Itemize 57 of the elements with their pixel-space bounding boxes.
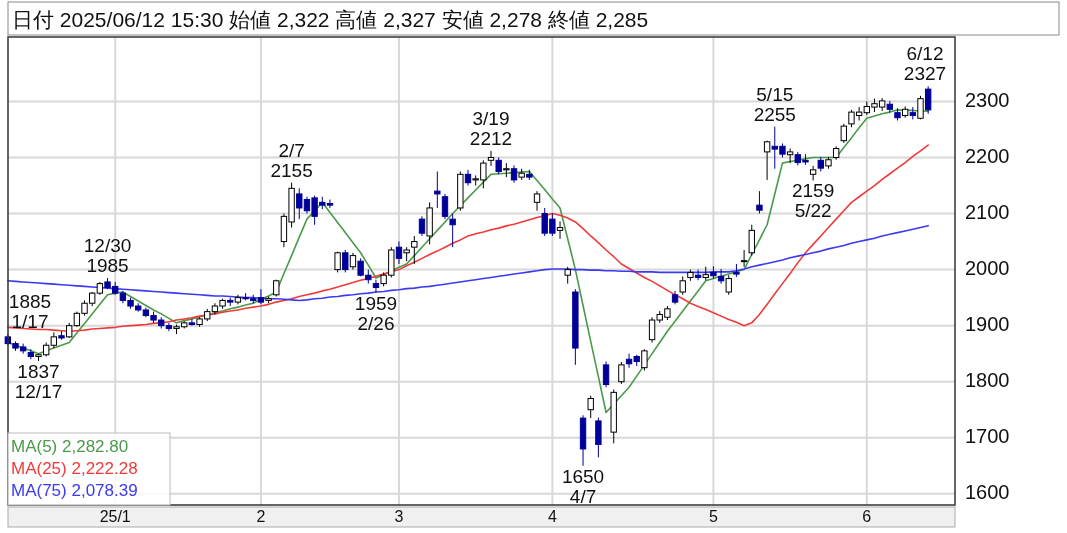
x-tick-label: 2 (256, 508, 266, 525)
candlestick (725, 274, 732, 296)
annotation: 1837 12/17 (14, 360, 63, 402)
y-tick-label: 1600 (965, 481, 1010, 504)
candlestick (786, 148, 794, 164)
x-tick-label: 5 (708, 508, 718, 525)
candlestick (418, 215, 426, 237)
annotation: 3/19 2212 (469, 107, 513, 149)
annotation: 5/15 2255 (753, 83, 796, 125)
x-tick-label: 3 (394, 508, 404, 525)
y-tick-label: 2100 (965, 200, 1010, 223)
candlestick (372, 279, 380, 294)
candlestick (809, 165, 817, 181)
candlestick (587, 395, 594, 419)
candlestick (411, 235, 418, 265)
annotation: 1885 1/17 (8, 291, 52, 333)
candlestick (441, 193, 449, 220)
candlestick (740, 249, 748, 268)
annotation: 1959 2/26 (354, 292, 398, 334)
candlestick (756, 190, 763, 215)
text: MA(75) 2,078.39 (11, 481, 138, 500)
candlestick (748, 224, 755, 257)
annotation: 2/7 2155 (270, 139, 313, 181)
x-tick-label: 25/1 (99, 508, 131, 525)
y-tick-label: 1800 (965, 368, 1010, 391)
candlestick (602, 361, 610, 388)
x-tick-label: 6 (862, 508, 872, 525)
y-tick-label: 1900 (965, 312, 1010, 335)
y-tick-label: 2200 (965, 144, 1010, 167)
text: MA(5) 2,282.80 (11, 437, 129, 456)
candlestick (434, 171, 441, 209)
candlestick (533, 190, 541, 212)
candlestick (641, 348, 648, 371)
line-series (7, 144, 929, 333)
candlestick (694, 269, 702, 281)
candlestick (840, 123, 847, 144)
text: MA(25) 2,222.28 (11, 459, 138, 478)
annotation: 1650 4/7 (561, 465, 605, 507)
y-tick-label: 1700 (965, 425, 1010, 448)
candlestick (395, 241, 403, 265)
candlestick (487, 150, 495, 167)
annotation: 2159 5/22 (791, 180, 835, 222)
candlestick (679, 275, 686, 296)
candlestick (342, 249, 349, 273)
candlestick (924, 85, 932, 115)
candlestick (188, 318, 196, 327)
y-tick-label: 2300 (965, 88, 1010, 111)
annotation: 6/12 2327 (903, 43, 947, 85)
x-tick-label: 4 (547, 508, 557, 525)
candlestick (449, 213, 456, 248)
candlestick (618, 361, 625, 385)
candlestick (763, 140, 771, 181)
annotation: 12/30 1985 (83, 235, 132, 277)
candlestick (556, 220, 564, 240)
y-tick-label: 2000 (965, 256, 1010, 279)
chart-title: 日付 2025/06/12 15:30 始値 2,322 高値 2,327 安値 2,278 終値 2,285 (12, 8, 649, 31)
candlestick (595, 417, 602, 458)
